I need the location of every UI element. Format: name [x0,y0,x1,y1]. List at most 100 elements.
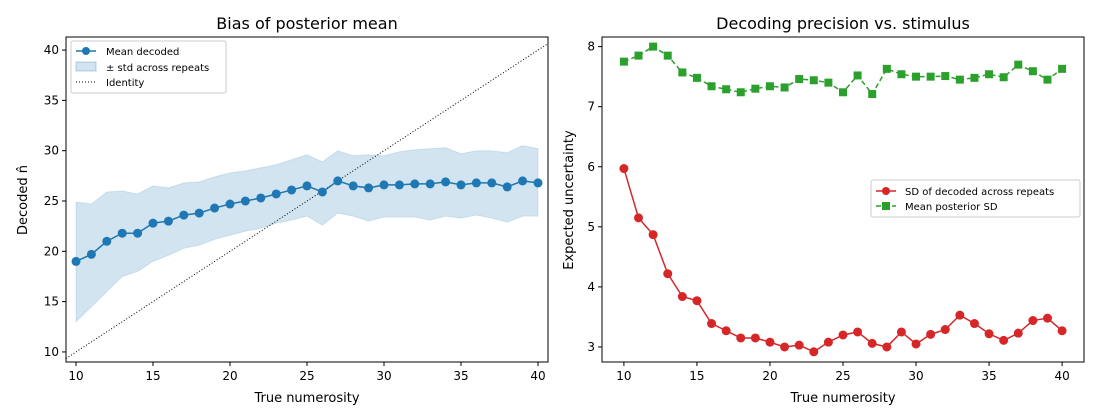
data-point [824,78,833,87]
data-point [1028,67,1037,76]
data-point [882,342,892,352]
y-axis-label: Expected uncertainty [562,130,577,270]
data-point [1043,75,1052,84]
data-point [302,181,312,191]
data-point [897,70,906,79]
data-point [853,327,863,337]
data-point [677,292,687,302]
chart-title: Bias of posterior mean [216,14,397,33]
y-axis-label: Decoded n̂ [16,165,31,235]
legend-box [870,179,1081,218]
plot-area [65,43,549,359]
data-point [456,180,466,190]
data-point [317,187,327,197]
y-tick-label: 35 [44,93,59,107]
x-tick-label: 30 [908,369,923,383]
data-point [838,330,848,340]
data-point [867,338,877,348]
data-point [794,340,804,350]
legend-label: Identity [106,78,144,89]
data-point [882,64,891,73]
data-point [721,326,731,336]
data-point [649,42,658,51]
series-line [623,45,1063,96]
y-tick-label: 7 [587,100,595,114]
chart-bias: Bias of posterior mean True numerosity D… [16,14,549,406]
data-point [148,218,158,228]
data-point [970,73,979,82]
legend-box [70,40,227,94]
data-point [809,347,819,357]
data-point [809,76,818,85]
y-tick-label: 25 [44,194,59,208]
data-point [853,71,862,80]
data-point [678,68,687,77]
data-point [1028,316,1038,326]
legend: Mean decoded ± std across repeats Identi… [70,40,227,94]
data-point [969,319,979,329]
data-point [1014,60,1023,69]
data-point [780,83,789,92]
data-point [707,319,717,329]
x-tick-label: 25 [835,369,850,383]
chart-precision: Decoding precision vs. stimulus True num… [562,14,1085,406]
data-point [133,228,143,238]
data-point [736,88,745,97]
data-point [471,178,481,188]
y-tick-label: 6 [587,160,595,174]
data-point [736,333,746,343]
data-point [955,310,965,320]
data-point [648,230,658,240]
x-tick-label: 30 [376,369,391,383]
data-point [71,256,81,266]
data-point [394,180,404,190]
x-axis-label: True numerosity [253,391,359,406]
data-point [256,193,266,203]
x-tick-label: 10 [616,369,631,383]
data-point [487,178,497,188]
data-point [194,208,204,218]
data-point [765,82,774,91]
data-point [333,176,343,186]
data-point [1013,328,1023,338]
data-point [999,335,1009,345]
data-point [163,216,173,226]
data-point [751,84,760,93]
x-tick-label: 20 [222,369,237,383]
data-point [1058,64,1067,73]
x-tick-label: 35 [453,369,468,383]
chart-title: Decoding precision vs. stimulus [716,14,970,33]
data-point [941,72,950,81]
legend-label: SD of decoded across repeats [905,187,1054,198]
data-point [985,70,994,79]
data-point [765,337,775,347]
y-tick-label: 15 [44,295,59,309]
data-point [86,249,96,259]
data-point [780,342,790,352]
x-tick-label: 40 [1054,369,1069,383]
data-point [287,185,297,195]
data-point [911,339,921,349]
data-point [634,213,644,223]
y-tick-label: 3 [587,340,595,354]
data-point [722,85,731,94]
data-point [823,337,833,347]
data-point [926,329,936,339]
data-point [839,88,847,97]
data-point [912,72,921,81]
x-tick-label: 35 [981,369,996,383]
data-point [940,325,950,335]
data-point [364,183,374,193]
data-point [425,179,435,189]
data-point [634,51,643,60]
x-tick-label: 20 [762,369,777,383]
data-point [795,75,804,84]
x-tick-label: 40 [530,369,545,383]
data-point [441,177,451,187]
x-tick-label: 15 [689,369,704,383]
legend: SD of decoded across repeats Mean poster… [870,179,1081,218]
data-point [692,296,702,306]
data-point [225,199,235,209]
data-point [102,236,112,246]
